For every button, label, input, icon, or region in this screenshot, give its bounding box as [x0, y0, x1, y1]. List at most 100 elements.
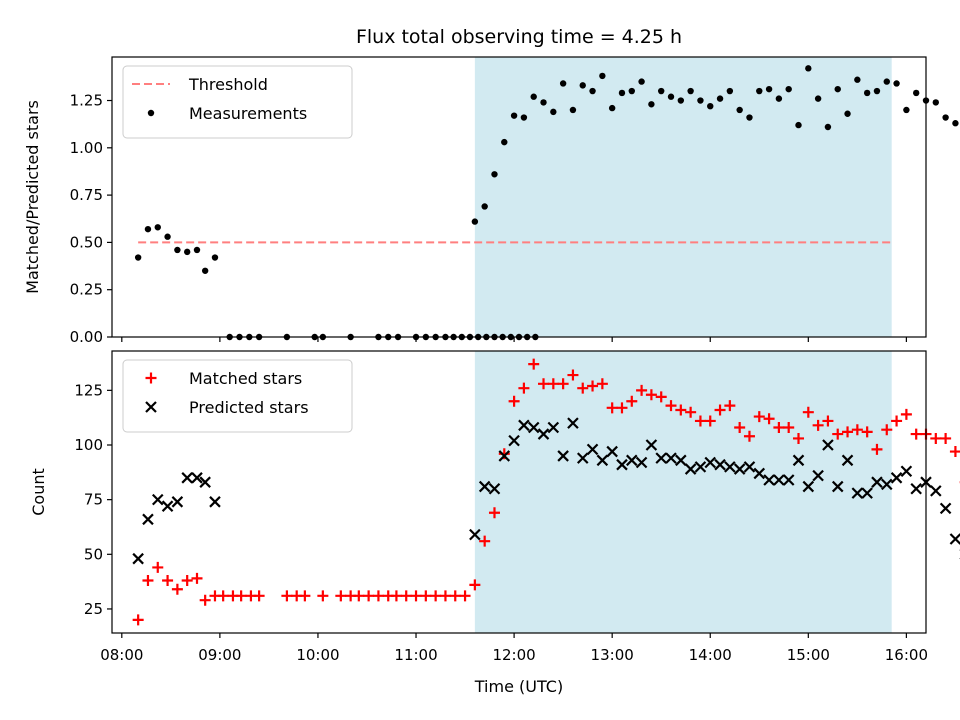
- data-point: [142, 513, 154, 526]
- legend-label: Threshold: [188, 75, 268, 94]
- x-tick-label: 13:00: [591, 646, 634, 664]
- data-point: [132, 552, 144, 565]
- data-point: [667, 93, 675, 100]
- legend-label: Predicted stars: [189, 398, 309, 417]
- data-point: [527, 421, 540, 434]
- data-point: [910, 482, 922, 495]
- x-tick-label: 11:00: [394, 646, 437, 664]
- data-point: [655, 391, 667, 403]
- data-point: [910, 428, 922, 440]
- data-point: [844, 110, 851, 117]
- data-point: [520, 114, 528, 121]
- data-point: [949, 446, 960, 458]
- data-point: [753, 411, 765, 423]
- data-point: [410, 590, 422, 602]
- data-point: [608, 104, 616, 112]
- data-point: [773, 422, 785, 434]
- data-point: [626, 395, 638, 407]
- data-point: [932, 99, 940, 106]
- data-point: [481, 203, 488, 210]
- data-point: [181, 575, 193, 587]
- data-point: [714, 458, 726, 471]
- data-point: [439, 590, 451, 602]
- bottom-panel: 25 50 75 100 125 08:00 09:00 10:00 11:00 12:00 13:…: [74, 350, 960, 664]
- data-point: [193, 246, 201, 254]
- data-point: [538, 378, 550, 390]
- bottom-y-axis-label: Count: [29, 468, 48, 516]
- data-point: [795, 121, 802, 129]
- data-point: [900, 465, 913, 478]
- data-point: [191, 572, 203, 584]
- data-point: [694, 461, 707, 473]
- data-point: [756, 87, 763, 95]
- data-point: [154, 224, 161, 231]
- data-point: [459, 590, 471, 602]
- data-point: [586, 443, 599, 456]
- data-point: [655, 452, 667, 464]
- data-point: [547, 378, 559, 390]
- data-point: [567, 369, 579, 381]
- data-point: [281, 590, 293, 602]
- data-point: [151, 493, 164, 506]
- chart-title: Flux total observing time = 4.25 h: [356, 26, 682, 48]
- data-point: [753, 467, 766, 480]
- data-point: [626, 454, 638, 467]
- data-point: [743, 430, 755, 442]
- y-tick-label: 0.00: [70, 328, 103, 346]
- top-panel: 0.00 0.25 0.50 0.75 1.00 1.25 Threshold Measure…: [70, 56, 959, 346]
- y-tick-label: 0.25: [70, 281, 103, 299]
- data-point: [510, 112, 518, 119]
- series-matched-stars: [132, 358, 960, 626]
- data-point: [861, 487, 873, 499]
- data-point: [211, 254, 219, 261]
- data-point: [518, 419, 530, 432]
- axes-frame: [111, 350, 927, 634]
- data-point: [537, 428, 550, 440]
- data-point: [171, 583, 183, 595]
- data-point: [736, 106, 743, 114]
- data-point: [162, 575, 174, 587]
- data-point: [469, 528, 481, 541]
- data-point: [861, 426, 873, 438]
- data-point: [697, 97, 704, 104]
- data-point: [881, 424, 893, 436]
- y-tick-label: 75: [84, 491, 103, 509]
- legend-box: [122, 359, 353, 433]
- data-point: [930, 485, 942, 497]
- data-point: [400, 590, 412, 602]
- data-point: [372, 590, 384, 602]
- data-point: [174, 246, 181, 254]
- legend-x-marker: [145, 401, 157, 413]
- data-point: [530, 93, 537, 100]
- data-point: [802, 480, 815, 493]
- data-point: [599, 72, 606, 80]
- data-point: [638, 78, 645, 85]
- data-point: [773, 474, 785, 486]
- data-point: [589, 87, 596, 95]
- data-point: [478, 480, 491, 493]
- data-point: [430, 590, 442, 602]
- data-point: [199, 594, 211, 606]
- data-point: [893, 80, 900, 87]
- x-axis-label: Time (UTC): [474, 677, 563, 696]
- data-point: [891, 415, 903, 427]
- data-point: [704, 456, 717, 469]
- x-tick-label: 08:00: [100, 646, 143, 664]
- data-point: [363, 590, 375, 602]
- data-point: [420, 590, 432, 602]
- y-tick-label: 1.25: [70, 92, 103, 110]
- data-point: [734, 422, 746, 434]
- data-point: [471, 218, 479, 225]
- data-point: [665, 452, 677, 464]
- data-point: [824, 123, 832, 131]
- data-point: [707, 102, 714, 110]
- data-point: [449, 590, 461, 602]
- data-point: [576, 452, 589, 464]
- y-tick-label: 25: [84, 600, 103, 618]
- data-point: [783, 422, 795, 434]
- data-point: [557, 450, 569, 462]
- legend-label: Measurements: [189, 104, 307, 123]
- data-point: [508, 395, 520, 407]
- data-point: [636, 384, 648, 396]
